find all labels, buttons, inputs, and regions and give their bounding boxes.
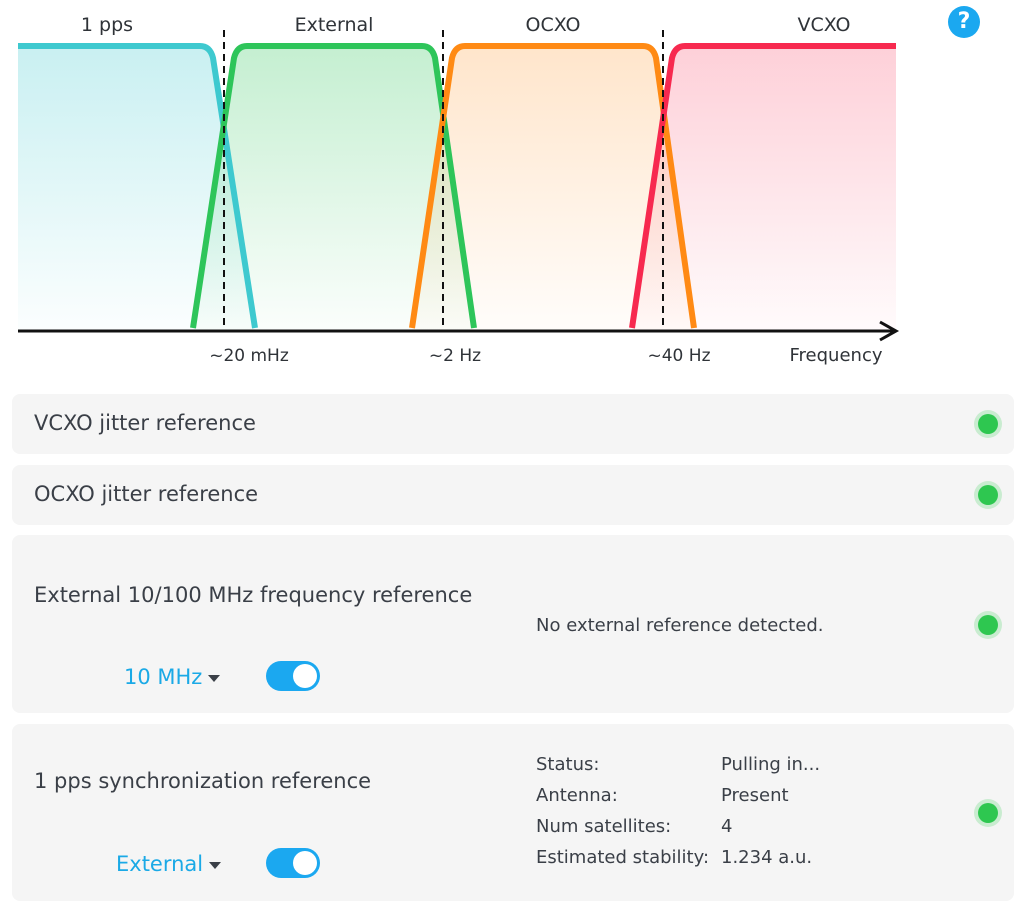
status-led — [978, 615, 998, 635]
tick-label-40hz: ~40 Hz — [648, 346, 711, 366]
external-reference-toggle[interactable] — [266, 661, 320, 691]
frequency-select[interactable]: 10 MHz — [124, 665, 221, 689]
status-key: Status: — [536, 754, 600, 775]
band-fill-ocxo — [412, 46, 694, 330]
card-ocxo-jitter-reference: OCXO jitter reference — [12, 465, 1014, 525]
tick-label-2hz: ~2 Hz — [429, 346, 481, 366]
num-satellites-value: 4 — [721, 816, 733, 837]
band-fill-1pps — [18, 46, 255, 330]
antenna-value: Present — [721, 785, 789, 806]
chevron-down-icon — [209, 861, 222, 869]
antenna-key: Antenna: — [536, 785, 618, 806]
antenna-row: Antenna: Present — [536, 785, 820, 816]
chevron-down-icon — [208, 674, 221, 682]
card-title: OCXO jitter reference — [34, 482, 259, 506]
num-satellites-row: Num satellites: 4 — [536, 816, 820, 847]
status-value: Pulling in... — [721, 754, 821, 775]
pps-source-select[interactable]: External — [116, 852, 222, 876]
band-fill-vcxo — [632, 46, 896, 330]
band-curve-external — [190, 43, 477, 329]
filter-band-diagram: 1 pps External OCXO VCXO ~20 mHz ~2 Hz ~… — [18, 14, 900, 366]
band-label-vcxo: VCXO — [797, 14, 850, 36]
status-led — [978, 485, 998, 505]
axis-label-frequency: Frequency — [790, 345, 883, 366]
frequency-select-value: 10 MHz — [124, 665, 203, 689]
card-external-frequency-reference: External 10/100 MHz frequency reference … — [12, 535, 1014, 713]
card-vcxo-jitter-reference: VCXO jitter reference — [12, 394, 1014, 454]
band-curve-vcxo — [629, 43, 896, 329]
card-title: VCXO jitter reference — [34, 411, 256, 435]
pps-source-select-value: External — [116, 852, 204, 876]
band-label-ocxo: OCXO — [526, 14, 581, 36]
pps-reference-toggle[interactable] — [266, 848, 320, 878]
estimated-stability-key: Estimated stability: — [536, 847, 710, 868]
card-pps-synchronization-reference: 1 pps synchronization reference External… — [12, 724, 1014, 901]
card-title: 1 pps synchronization reference — [34, 769, 372, 793]
num-satellites-key: Num satellites: — [536, 816, 672, 837]
band-curve-1pps — [18, 43, 258, 329]
band-label-1pps: 1 pps — [81, 14, 133, 36]
status-row: Status: Pulling in... — [536, 754, 820, 785]
estimated-stability-value: 1.234 a.u. — [721, 847, 813, 868]
card-title: External 10/100 MHz frequency reference — [34, 583, 473, 607]
external-reference-message: No external reference detected. — [536, 615, 824, 636]
estimated-stability-row: Estimated stability: 1.234 a.u. — [536, 847, 820, 878]
pps-status-table: Status: Pulling in... Antenna: Present N… — [536, 754, 820, 878]
status-led — [978, 803, 998, 823]
status-led — [978, 414, 998, 434]
band-label-external: External — [295, 14, 374, 36]
toggle-knob — [293, 851, 317, 875]
axis-arrow-icon — [879, 320, 900, 342]
help-icon[interactable]: ? — [948, 6, 980, 38]
band-curve-ocxo — [409, 43, 697, 329]
tick-label-20mhz: ~20 mHz — [209, 346, 289, 366]
toggle-knob — [293, 664, 317, 688]
band-fill-external — [193, 46, 474, 330]
